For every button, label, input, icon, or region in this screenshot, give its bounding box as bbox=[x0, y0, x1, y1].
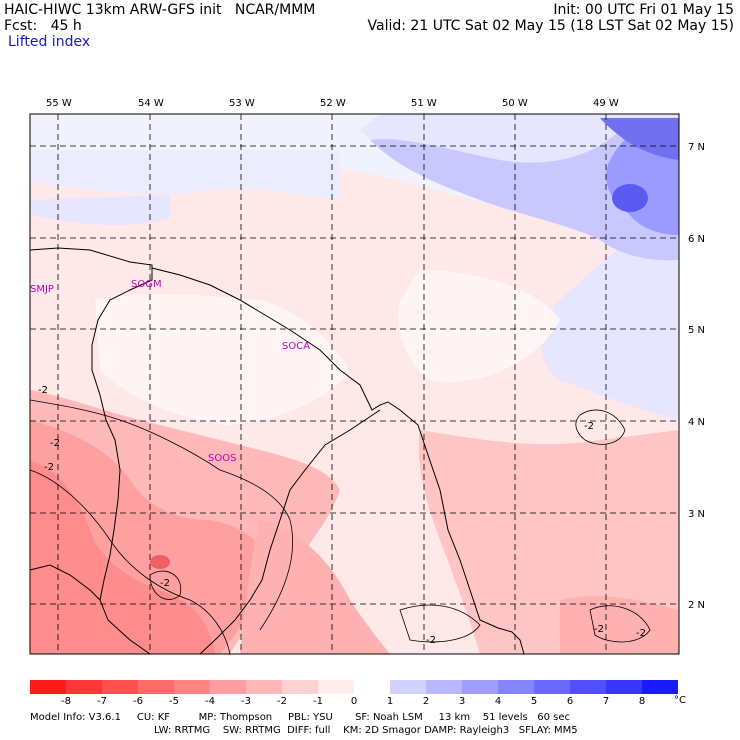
contour-label: -2 bbox=[426, 635, 436, 646]
lifted-index-map: 55 W 54 W 53 W 52 W 51 W 50 W 49 W 7 N 6… bbox=[29, 98, 705, 655]
legend-color-box bbox=[642, 680, 678, 694]
lat-tick-label: 3 N bbox=[688, 509, 705, 520]
shaded-field bbox=[30, 114, 679, 654]
legend-tick-label: -3 bbox=[241, 696, 251, 707]
lat-tick-label: 7 N bbox=[688, 142, 705, 153]
station-label: SOCA bbox=[282, 341, 310, 352]
legend-tick-label: 5 bbox=[530, 696, 538, 707]
graticule bbox=[30, 114, 679, 654]
legend-tick-label: 6 bbox=[566, 696, 574, 707]
legend-color-box bbox=[102, 680, 138, 694]
legend-color-box bbox=[174, 680, 210, 694]
legend-tick-label: 3 bbox=[458, 696, 466, 707]
contour-label: -2 bbox=[160, 578, 170, 589]
legend-color-box bbox=[282, 680, 318, 694]
lat-tick-label: 6 N bbox=[688, 234, 705, 245]
station-label: SMJP bbox=[30, 284, 54, 295]
legend-tick-label: 4 bbox=[494, 696, 502, 707]
lon-tick-label: 54 W bbox=[138, 98, 164, 109]
lon-tick-label: 53 W bbox=[229, 98, 255, 109]
legend-color-box bbox=[66, 680, 102, 694]
legend-tick-label: 0 bbox=[350, 696, 358, 707]
lat-tick-label: 5 N bbox=[688, 325, 705, 336]
legend-tick-label: -1 bbox=[313, 696, 323, 707]
legend-color-box bbox=[210, 680, 246, 694]
legend-color-box bbox=[318, 680, 354, 694]
map-frame-border bbox=[29, 113, 680, 655]
station-label: SOGM bbox=[131, 279, 162, 290]
legend-color-box bbox=[246, 680, 282, 694]
legend-color-box bbox=[462, 680, 498, 694]
field-name: Lifted index bbox=[8, 34, 91, 50]
legend-tick-label: -2 bbox=[277, 696, 287, 707]
legend-color-box bbox=[534, 680, 570, 694]
lon-tick-label: 49 W bbox=[593, 98, 619, 109]
legend-color-box bbox=[138, 680, 174, 694]
legend-tick-label: -4 bbox=[205, 696, 215, 707]
legend-color-box bbox=[354, 680, 390, 694]
legend-tick-label: 2 bbox=[422, 696, 430, 707]
forecast-hour: Fcst: 45 h bbox=[4, 18, 82, 34]
contour-lines bbox=[29, 399, 651, 655]
contour-label: -2 bbox=[44, 462, 54, 473]
init-time: Init: 00 UTC Fri 01 May 15 bbox=[553, 2, 734, 18]
legend-tick-label: -8 bbox=[61, 696, 71, 707]
legend-unit: °C bbox=[674, 695, 686, 706]
contour-label: -2 bbox=[594, 624, 604, 635]
lon-tick-label: 52 W bbox=[320, 98, 346, 109]
legend-color-box bbox=[426, 680, 462, 694]
country-borders bbox=[29, 247, 525, 655]
legend-tick-label: 1 bbox=[386, 696, 394, 707]
legend-tick-label: -6 bbox=[133, 696, 143, 707]
lon-tick-label: 50 W bbox=[502, 98, 528, 109]
valid-time: Valid: 21 UTC Sat 02 May 15 (18 LST Sat … bbox=[367, 18, 734, 34]
lon-tick-label: 51 W bbox=[411, 98, 437, 109]
contour-label: -2 bbox=[38, 385, 48, 396]
station-label: SOOS bbox=[208, 453, 236, 464]
contour-label: -2 bbox=[584, 421, 594, 432]
contour-label: -2 bbox=[50, 438, 60, 449]
legend-color-box bbox=[498, 680, 534, 694]
legend-color-box bbox=[570, 680, 606, 694]
lon-tick-label: 55 W bbox=[46, 98, 72, 109]
legend-tick-label: -5 bbox=[169, 696, 179, 707]
model-info-line2: LW: RRTMG SW: RRTMG DIFF: full KM: 2D Sm… bbox=[154, 725, 578, 736]
contour-label: -2 bbox=[636, 628, 646, 639]
lat-tick-label: 2 N bbox=[688, 600, 705, 611]
legend-color-box bbox=[390, 680, 426, 694]
legend-tick-label: -7 bbox=[97, 696, 107, 707]
legend-tick-label: 8 bbox=[638, 696, 646, 707]
legend-color-box bbox=[30, 680, 66, 694]
legend-tick-label: 7 bbox=[602, 696, 610, 707]
model-title: HAIC-HIWC 13km ARW-GFS init NCAR/MMM bbox=[4, 2, 316, 18]
legend-color-box bbox=[606, 680, 642, 694]
lat-tick-label: 4 N bbox=[688, 417, 705, 428]
model-info-line1: Model Info: V3.6.1 CU: KF MP: Thompson P… bbox=[30, 712, 570, 723]
